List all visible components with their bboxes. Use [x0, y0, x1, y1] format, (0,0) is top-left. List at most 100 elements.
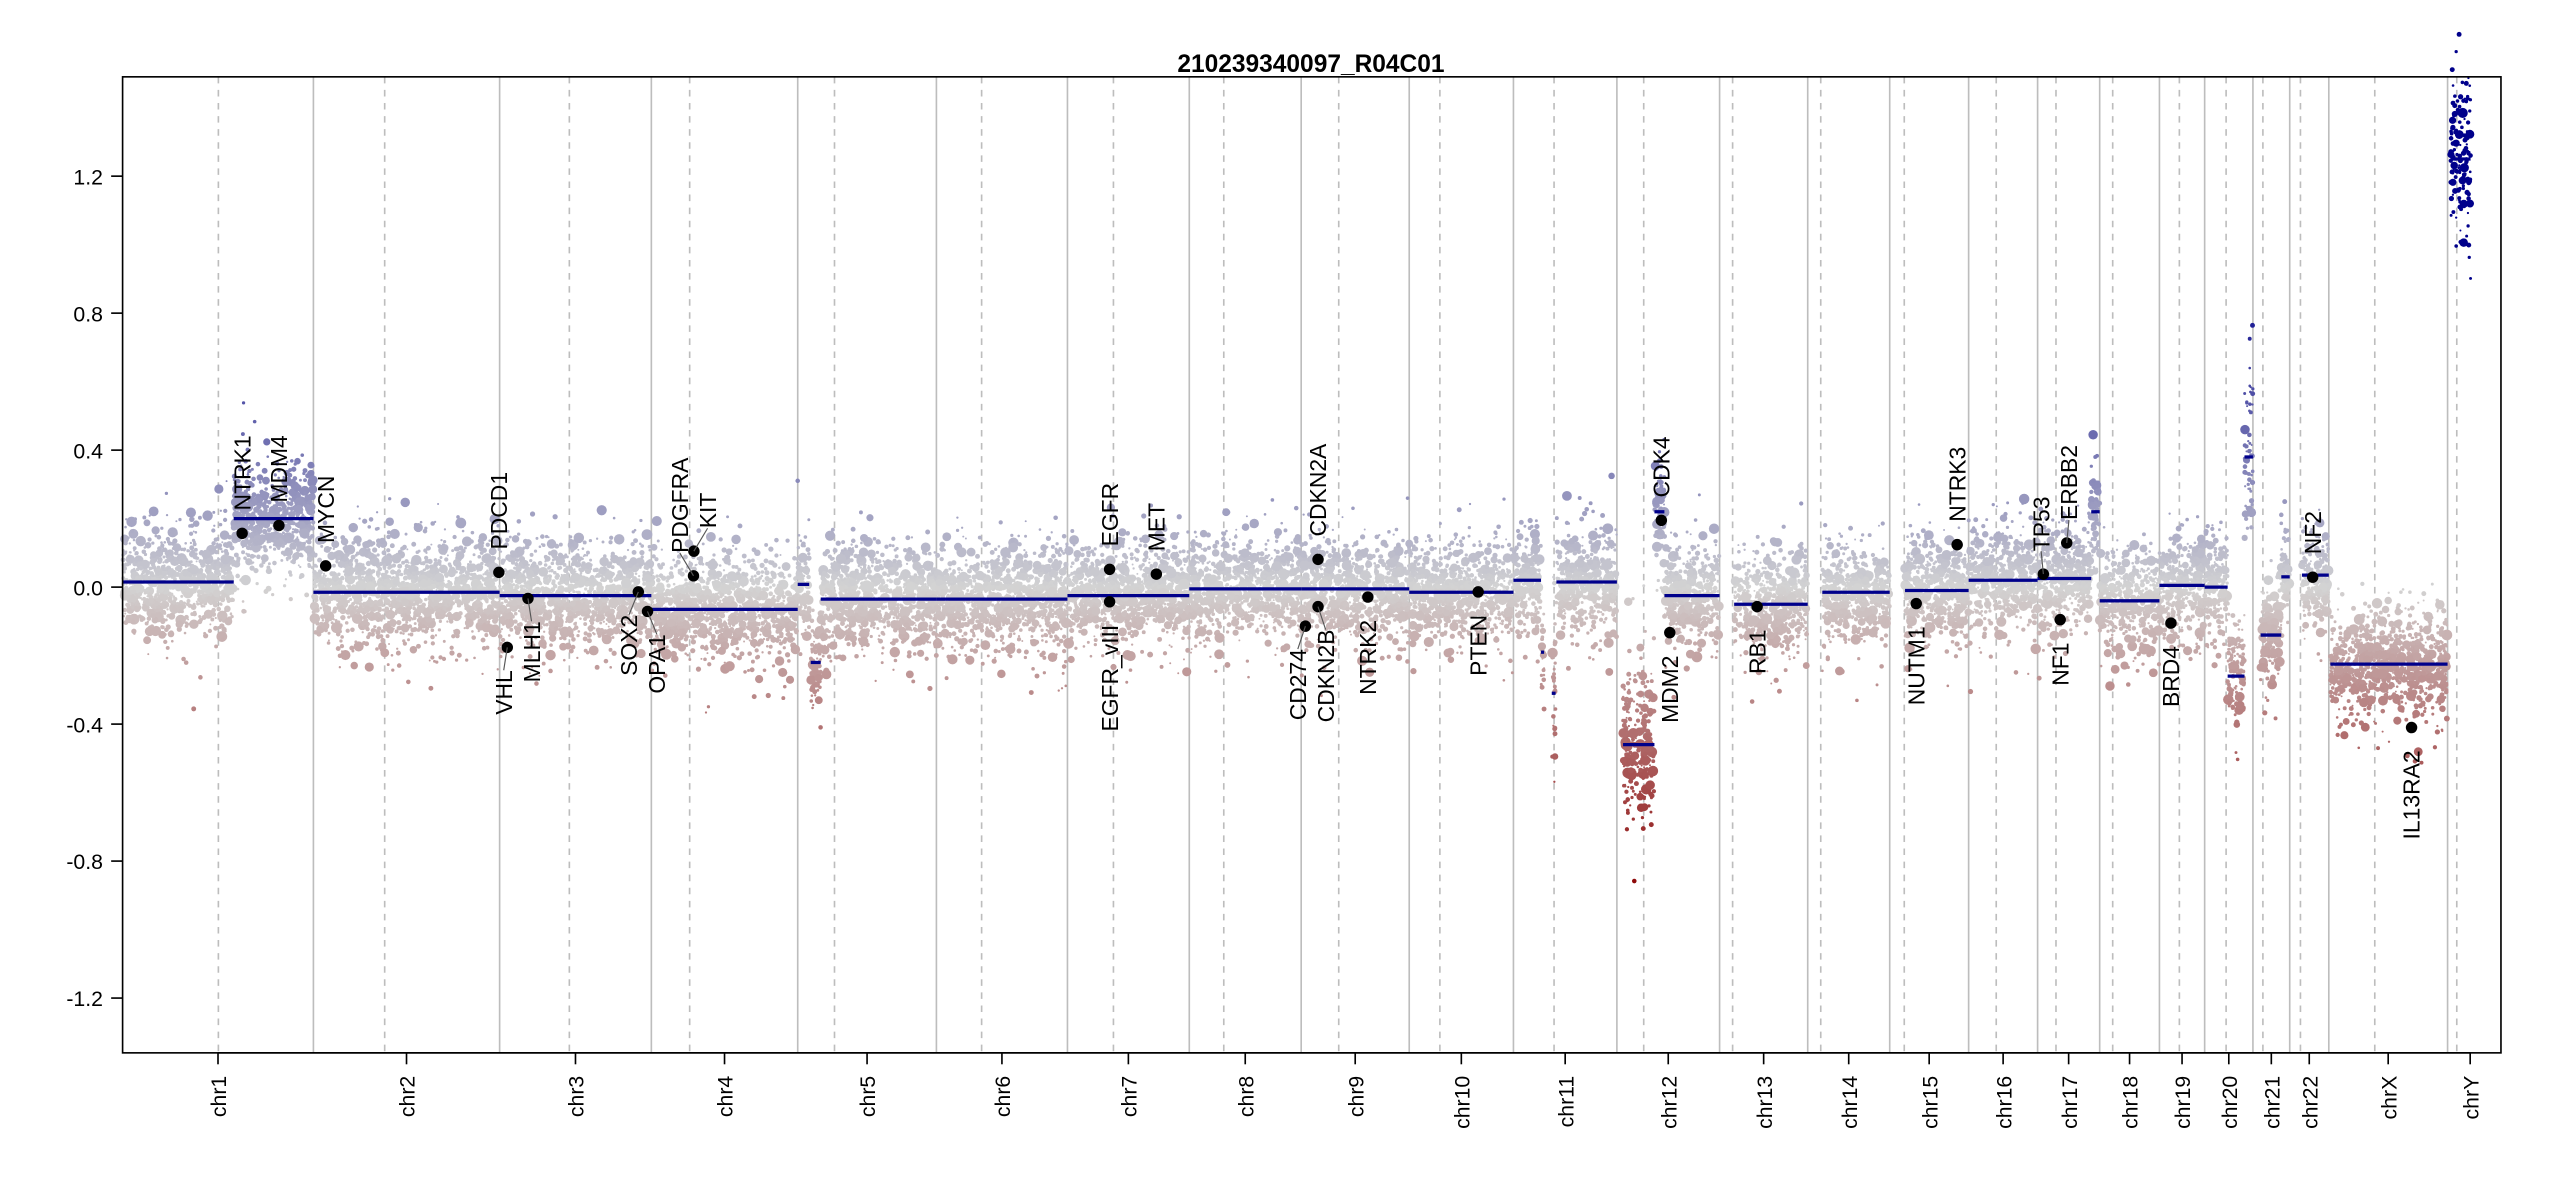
- probe-point: [259, 499, 262, 502]
- probe-point: [506, 581, 510, 585]
- probe-point: [159, 574, 163, 579]
- probe-point: [397, 625, 402, 631]
- probe-point: [771, 664, 776, 668]
- probe-point: [722, 569, 726, 572]
- probe-point: [287, 506, 289, 509]
- probe-point: [562, 658, 566, 662]
- probe-point: [160, 625, 164, 629]
- probe-point: [254, 507, 259, 513]
- probe-point: [437, 628, 442, 632]
- probe-point: [383, 597, 387, 601]
- probe-point: [567, 626, 572, 631]
- probe-point: [707, 662, 712, 667]
- probe-point: [613, 606, 617, 610]
- probe-point: [157, 546, 162, 552]
- probe-point: [440, 539, 443, 542]
- probe-point: [348, 606, 353, 611]
- probe-point: [179, 605, 185, 611]
- probe-point: [394, 629, 399, 634]
- probe-point: [335, 559, 339, 563]
- probe-point: [602, 631, 606, 635]
- probe-point: [288, 497, 292, 501]
- probe-point: [471, 630, 474, 633]
- probe-point: [405, 575, 408, 579]
- probe-point: [463, 603, 467, 606]
- probe-point: [603, 658, 609, 664]
- probe-point: [378, 608, 383, 612]
- probe-point: [208, 565, 214, 570]
- probe-point: [234, 512, 239, 517]
- probe-point: [357, 605, 364, 612]
- probe-point: [391, 668, 395, 672]
- probe-point: [148, 514, 151, 517]
- probe-point: [410, 559, 415, 564]
- probe-point: [233, 552, 239, 558]
- probe-point: [749, 562, 757, 570]
- probe-point: [284, 494, 288, 498]
- probe-point: [596, 505, 607, 516]
- probe-point: [200, 570, 203, 573]
- probe-point: [772, 619, 774, 622]
- probe-point: [176, 626, 182, 632]
- probe-point: [410, 627, 416, 633]
- probe-point: [576, 634, 580, 638]
- probe-point: [229, 612, 233, 616]
- probe-point: [777, 651, 781, 654]
- probe-point: [223, 548, 229, 554]
- probe-point: [126, 595, 129, 598]
- probe-point: [454, 560, 462, 568]
- probe-point: [552, 608, 557, 614]
- probe-point: [189, 541, 193, 545]
- probe-point: [219, 602, 223, 606]
- probe-point: [201, 549, 212, 560]
- probe-point: [320, 623, 325, 627]
- probe-point: [577, 630, 581, 633]
- probe-point: [260, 554, 269, 563]
- probe-point: [393, 611, 398, 616]
- probe-point: [586, 550, 590, 555]
- probe-point: [136, 602, 141, 607]
- probe-point: [150, 592, 154, 595]
- probe-point: [225, 573, 235, 583]
- probe-point: [563, 567, 569, 574]
- probe-point: [629, 557, 638, 566]
- probe-point: [214, 644, 219, 649]
- probe-point: [734, 640, 739, 645]
- probe-point: [133, 567, 136, 571]
- probe-point: [241, 608, 247, 614]
- probe-point: [327, 588, 330, 591]
- probe-point: [540, 586, 546, 592]
- probe-point: [406, 572, 411, 577]
- probe-point: [778, 641, 783, 646]
- probe-point: [158, 550, 161, 554]
- probe-point: [761, 651, 764, 654]
- probe-point: [189, 560, 193, 564]
- probe-point: [670, 598, 673, 601]
- probe-point: [245, 513, 249, 516]
- probe-point: [200, 589, 205, 595]
- probe-point: [510, 550, 518, 558]
- probe-point: [637, 560, 641, 564]
- probe-point: [533, 549, 538, 553]
- probe-point: [748, 592, 753, 596]
- probe-point: [425, 564, 429, 568]
- probe-point: [411, 602, 415, 605]
- probe-point: [136, 539, 140, 543]
- probe-point: [169, 556, 173, 561]
- probe-point: [723, 574, 727, 577]
- probe-point: [272, 547, 277, 551]
- probe-point: [192, 520, 200, 527]
- probe-point: [619, 609, 623, 614]
- probe-point: [395, 650, 401, 656]
- probe-point: [577, 557, 582, 562]
- probe-point: [152, 561, 156, 565]
- probe-point: [324, 574, 327, 577]
- probe-point: [162, 555, 166, 559]
- probe-point: [547, 566, 551, 570]
- probe-point: [503, 608, 506, 611]
- probe-point: [588, 624, 595, 631]
- probe-point: [302, 501, 306, 505]
- probe-point: [429, 574, 432, 577]
- probe-point: [363, 576, 368, 581]
- probe-point: [566, 607, 571, 612]
